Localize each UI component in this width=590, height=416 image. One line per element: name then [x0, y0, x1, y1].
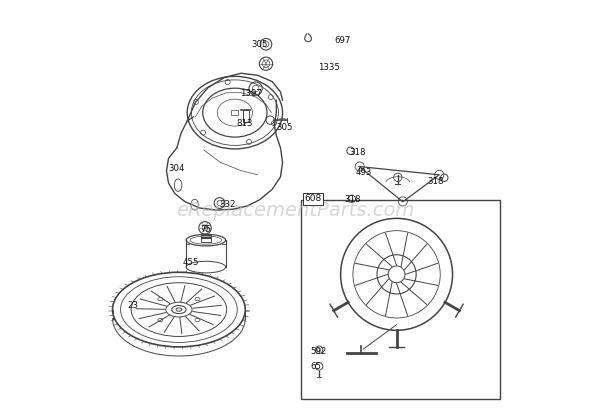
Bar	[242, 110, 248, 122]
Text: 305: 305	[251, 40, 268, 49]
Text: 455: 455	[182, 258, 199, 267]
Text: 592: 592	[311, 347, 327, 356]
Text: 697: 697	[335, 36, 351, 45]
Bar	[231, 110, 238, 115]
Text: 1397: 1397	[240, 89, 262, 99]
Text: 305: 305	[276, 123, 293, 131]
Bar	[301, 200, 500, 399]
Text: 75: 75	[201, 225, 211, 234]
Text: 304: 304	[169, 164, 185, 173]
Text: 608: 608	[303, 194, 320, 203]
Bar	[201, 235, 211, 242]
Text: 813: 813	[236, 119, 253, 128]
Text: 332: 332	[219, 200, 236, 209]
Text: 1335: 1335	[318, 62, 340, 72]
Text: eReplacementParts.com: eReplacementParts.com	[176, 201, 414, 220]
Text: 608: 608	[304, 194, 322, 203]
Text: 318: 318	[345, 195, 361, 204]
Text: 318: 318	[428, 176, 444, 186]
Text: 65: 65	[311, 362, 322, 371]
Text: 318: 318	[349, 148, 365, 156]
Text: 493: 493	[355, 168, 372, 177]
Text: 23: 23	[127, 301, 138, 310]
